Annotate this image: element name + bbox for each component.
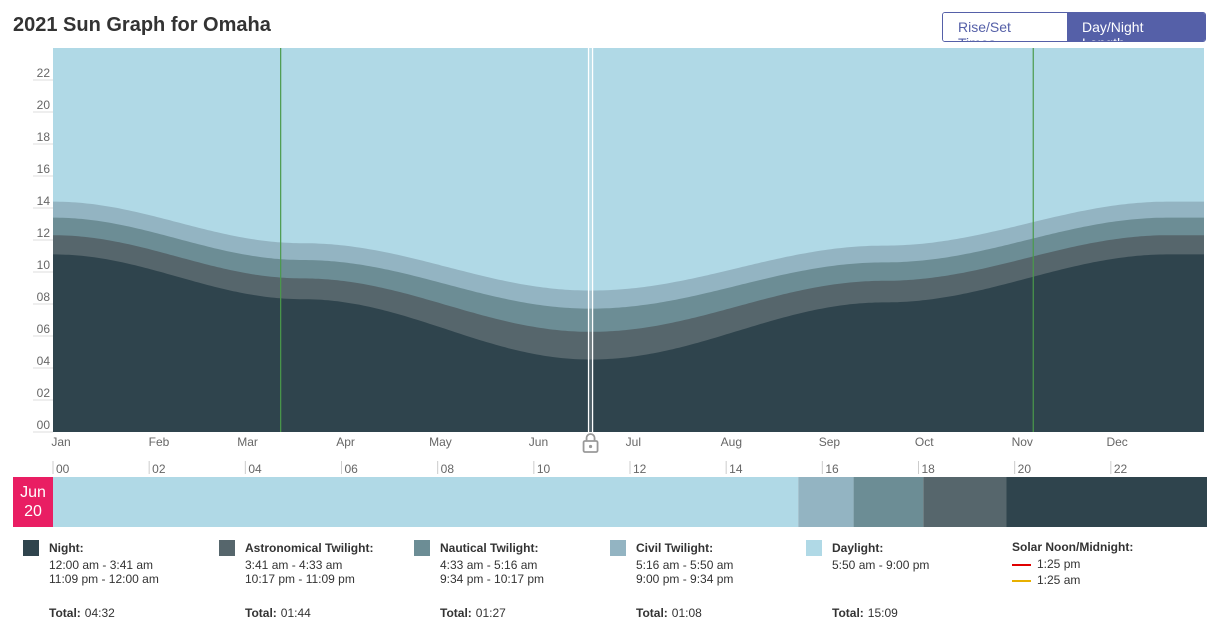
- daylight-swatch: [806, 540, 822, 556]
- selected-date-badge: Jun 20: [13, 477, 53, 527]
- night-area: [53, 254, 1204, 432]
- rise-set-times-button[interactable]: Rise/Set Times: [943, 13, 1067, 41]
- y-tick-label: 16: [37, 162, 51, 176]
- x-axis: Jan Feb Mar Apr May Jun Jul Aug Sep Oct Nov Dec: [51, 435, 1127, 449]
- y-tick-label: 18: [37, 130, 51, 144]
- solar-noon-line-icon: [1012, 563, 1031, 566]
- y-tick-label: 20: [37, 98, 51, 112]
- civil-segment: [798, 477, 854, 527]
- legend-line: 3:41 am - 4:33 am: [245, 558, 343, 572]
- solar-midnight-row: 1:25 am: [1012, 573, 1080, 587]
- legend-total: Total: 04:32: [49, 606, 115, 620]
- legend-solar-noon-midnight: Solar Noon/Midnight: 1:25 pm 1:25 am: [1012, 540, 1134, 587]
- legend-label: Night:: [49, 541, 84, 555]
- view-toggle: Rise/Set Times Day/Night Length: [942, 12, 1206, 42]
- plot-area: [53, 48, 1204, 432]
- legend-total: Total: 01:44: [245, 606, 311, 620]
- hour-tick-label: 14: [729, 462, 743, 476]
- hour-tick-label: 18: [922, 462, 936, 476]
- legend-line: 5:50 am - 9:00 pm: [832, 558, 930, 572]
- month-label: Apr: [336, 435, 355, 449]
- badge-month: Jun: [20, 484, 46, 501]
- nautical-segment: [853, 477, 924, 527]
- astronomical-swatch: [219, 540, 235, 556]
- y-tick-label: 02: [37, 386, 51, 400]
- y-tick-label: 08: [37, 290, 51, 304]
- astronomical-segment: [923, 477, 1007, 527]
- legend-line: 11:09 pm - 12:00 am: [49, 572, 159, 586]
- legend-label: Daylight:: [832, 541, 884, 555]
- month-label: Aug: [721, 435, 742, 449]
- legend-label: Astronomical Twilight:: [245, 541, 374, 555]
- daylight-segment: [53, 477, 799, 527]
- month-label: Sep: [819, 435, 841, 449]
- legend-line: 9:00 pm - 9:34 pm: [636, 572, 734, 586]
- month-label: Mar: [237, 435, 258, 449]
- y-tick-label: 22: [37, 66, 51, 80]
- month-label: Oct: [915, 435, 934, 449]
- legend-line: 5:16 am - 5:50 am: [636, 558, 734, 572]
- legend-total: Total: 01:08: [636, 606, 702, 620]
- page-title: 2021 Sun Graph for Omaha: [13, 14, 271, 36]
- solar-noon-row: 1:25 pm: [1012, 557, 1080, 571]
- legend-line: 10:17 pm - 11:09 pm: [245, 572, 355, 586]
- month-label: Dec: [1106, 435, 1127, 449]
- day-strip: [53, 477, 1207, 527]
- y-tick-label: 00: [37, 418, 51, 432]
- hour-tick-label: 22: [1114, 462, 1128, 476]
- hour-tick-label: 00: [56, 462, 70, 476]
- month-label: Jun: [529, 435, 548, 449]
- y-axis: 00 02 04 06 08 10 12 14 16 18 20 22: [33, 66, 53, 433]
- legend-label: Solar Noon/Midnight:: [1012, 540, 1134, 554]
- legend-line: 12:00 am - 3:41 am: [49, 558, 154, 572]
- day-night-length-button[interactable]: Day/Night Length: [1067, 13, 1205, 41]
- month-label: May: [429, 435, 452, 449]
- y-tick-label: 10: [37, 258, 51, 272]
- hour-tick-label: 08: [441, 462, 455, 476]
- cursor-band: [587, 48, 594, 432]
- legend-label: Nautical Twilight:: [440, 541, 539, 555]
- y-tick-label: 14: [37, 194, 51, 208]
- hour-tick-label: 20: [1018, 462, 1032, 476]
- nautical-swatch: [414, 540, 430, 556]
- month-label: Feb: [149, 435, 170, 449]
- legend-total: Total: 01:27: [440, 606, 506, 620]
- month-label: Jan: [51, 435, 70, 449]
- hour-tick-label: 06: [345, 462, 359, 476]
- hour-tick-label: 04: [248, 462, 262, 476]
- legend-line: 9:34 pm - 10:17 pm: [440, 572, 545, 586]
- hour-tick-label: 10: [537, 462, 551, 476]
- month-label: Nov: [1012, 435, 1033, 449]
- civil-swatch: [610, 540, 626, 556]
- legend-line: 4:33 am - 5:16 am: [440, 558, 538, 572]
- month-label: Jul: [626, 435, 641, 449]
- lock-icon[interactable]: [582, 433, 599, 453]
- hour-tick-label: 16: [825, 462, 839, 476]
- badge-day: 20: [24, 503, 42, 520]
- hour-tick-label: 02: [152, 462, 166, 476]
- day-cursor[interactable]: [582, 48, 599, 453]
- legend-label: Civil Twilight:: [636, 541, 714, 555]
- solar-midnight-line-icon: [1012, 579, 1031, 582]
- y-tick-label: 12: [37, 226, 51, 240]
- y-tick-label: 04: [37, 354, 51, 368]
- night-swatch: [23, 540, 39, 556]
- night-segment: [1006, 477, 1207, 527]
- y-tick-label: 06: [37, 322, 51, 336]
- hour-axis: 00 02 04 06 08 10 12 14 16 18 20 22: [52, 461, 1128, 476]
- hour-tick-label: 12: [633, 462, 647, 476]
- legend-total: Total: 15:09: [832, 606, 898, 620]
